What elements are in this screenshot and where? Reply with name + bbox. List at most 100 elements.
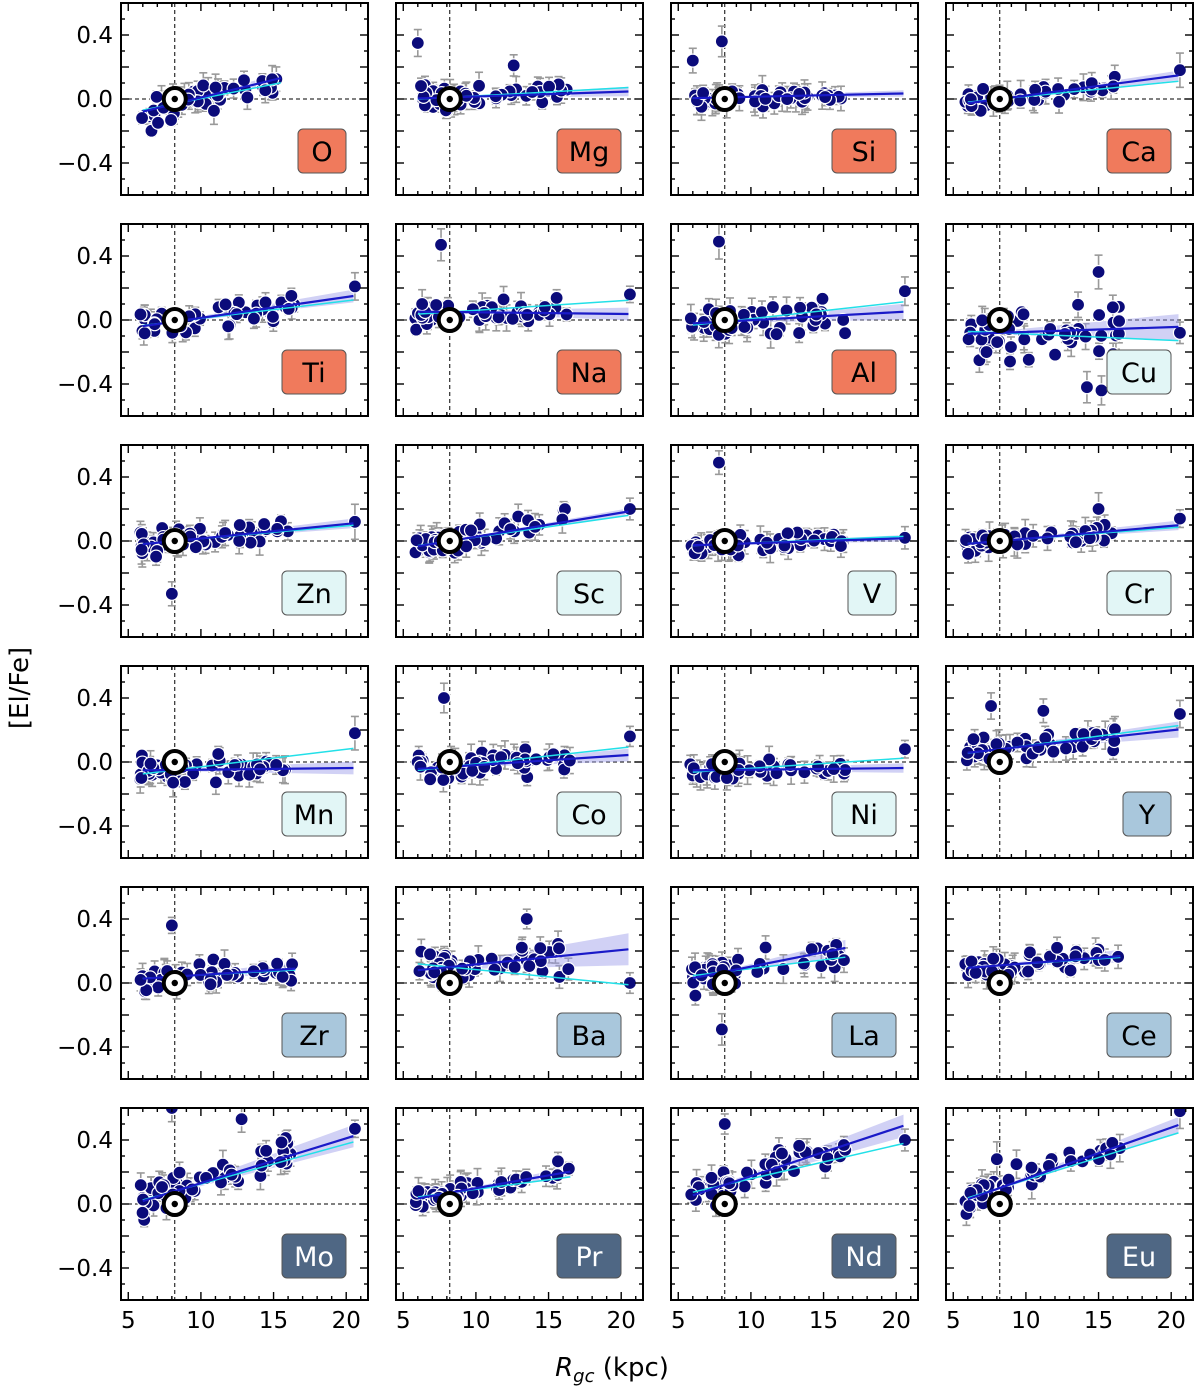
sun-marker-dot	[996, 95, 1003, 103]
fit-line-primary	[967, 325, 1179, 335]
data-point	[1043, 321, 1058, 337]
panel-y: Y	[945, 665, 1194, 859]
data-point	[714, 34, 729, 49]
element-label: Al	[851, 358, 877, 389]
data-point	[134, 542, 149, 557]
x-axis-title-unit: (kpc)	[594, 1353, 668, 1383]
data-point	[1026, 528, 1041, 543]
x-axis-title: Rgc (kpc)	[555, 1353, 669, 1387]
element-label: Mg	[569, 137, 609, 168]
data-point	[166, 775, 181, 790]
data-point	[177, 774, 193, 790]
panel-frame	[395, 223, 644, 417]
data-point	[148, 549, 164, 564]
panel-plot-area	[396, 666, 643, 858]
panel-frame	[670, 2, 919, 196]
data-point	[897, 284, 913, 299]
panel-frame	[395, 444, 644, 638]
panel-ca: Ca	[945, 2, 1194, 196]
y-tick-label: 0.0	[76, 308, 113, 334]
element-label-box	[297, 128, 347, 174]
sun-marker-dot	[721, 537, 728, 545]
panel-plot-area	[121, 887, 368, 1079]
data-point	[1091, 344, 1107, 359]
data-point	[983, 698, 999, 714]
data-point	[685, 53, 700, 68]
panel-frame	[945, 444, 1194, 638]
data-point	[134, 110, 150, 126]
panel-plot-area	[671, 666, 918, 858]
panel-co: Co	[395, 665, 644, 859]
data-point	[696, 85, 711, 101]
fit-line-primary	[967, 728, 1179, 754]
element-label: Sc	[573, 579, 605, 610]
element-label: Ni	[850, 800, 878, 831]
panel-frame	[670, 223, 919, 417]
sun-marker-dot	[171, 537, 178, 545]
element-label: Co	[571, 800, 606, 831]
panel-plot-area	[946, 3, 1193, 195]
data-point	[1046, 744, 1061, 759]
sun-marker-dot	[171, 316, 178, 324]
data-point	[711, 234, 727, 249]
data-point	[1172, 63, 1188, 78]
y-tick-label: −0.4	[57, 151, 113, 177]
sun-marker-dot	[171, 758, 178, 766]
data-point	[765, 299, 781, 315]
element-label: Si	[852, 137, 877, 168]
panel-plot-area	[396, 3, 643, 195]
element-label-box	[1106, 570, 1172, 616]
data-point	[196, 78, 211, 93]
panel-mn: 0.4 0.0 −0.4 Mn	[57, 665, 369, 859]
data-point	[164, 586, 179, 601]
element-label-box	[281, 791, 347, 837]
data-point	[815, 291, 830, 306]
y-tick-label: 0.4	[76, 244, 113, 270]
data-point	[966, 732, 981, 747]
data-point	[792, 325, 807, 341]
panel-plot-area	[946, 666, 1193, 858]
data-point	[1079, 380, 1095, 395]
data-point	[691, 539, 706, 554]
data-point	[1068, 535, 1083, 550]
panel-frame	[395, 2, 644, 196]
y-tick-label: −0.4	[57, 372, 113, 398]
sun-marker-dot	[721, 758, 728, 766]
data-point	[433, 237, 449, 252]
data-point	[792, 300, 808, 315]
x-axis-title-subscript: gc	[573, 1366, 594, 1387]
element-label-box	[831, 128, 897, 174]
data-point	[137, 326, 152, 341]
y-tick-label: 0.4	[76, 23, 113, 49]
data-point	[409, 533, 424, 548]
data-point	[211, 746, 226, 762]
data-point	[769, 327, 784, 342]
data-point	[133, 307, 148, 322]
panel-plot-area	[121, 3, 368, 195]
panel-cu: Cu	[945, 223, 1194, 417]
data-point	[347, 279, 363, 294]
data-point	[961, 332, 976, 347]
panel-plot-area	[396, 445, 643, 637]
panel-frame	[945, 2, 1194, 196]
data-point	[208, 775, 223, 790]
data-point	[150, 115, 166, 130]
data-point	[792, 86, 807, 102]
data-point	[979, 344, 994, 360]
panel-cr: Cr	[945, 444, 1194, 638]
panel-plot-area	[121, 666, 368, 858]
panel-al: Al	[670, 223, 919, 417]
data-point	[686, 761, 701, 776]
panel-grid: 0.40.0−0.4 O Mg Si Ca0.40.0−0.4 Ti Na Al Cu0.40.…	[57, 2, 1194, 1334]
element-label-box	[556, 791, 622, 837]
element-label: Cr	[1124, 579, 1155, 610]
data-point	[218, 297, 233, 312]
data-point	[1002, 354, 1018, 369]
panel-zn: 0.4 0.0 −0.4 Zn	[57, 444, 369, 638]
data-point	[163, 112, 179, 128]
element-label-box	[556, 570, 622, 616]
element-label: Ca	[1121, 137, 1156, 168]
panel-plot-area	[121, 445, 368, 637]
data-point	[683, 311, 698, 326]
